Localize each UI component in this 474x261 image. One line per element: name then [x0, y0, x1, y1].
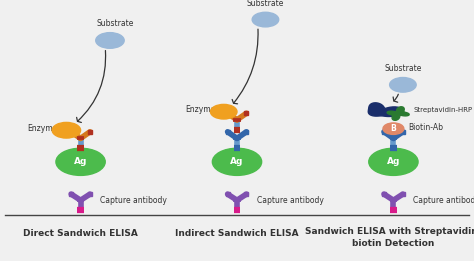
- Text: B: B: [391, 124, 396, 133]
- Polygon shape: [387, 107, 409, 120]
- Text: Streptavidin-HRP: Streptavidin-HRP: [413, 107, 473, 112]
- Circle shape: [52, 122, 81, 138]
- Text: Substrate: Substrate: [247, 0, 284, 8]
- Circle shape: [56, 148, 105, 175]
- Circle shape: [383, 123, 404, 134]
- Circle shape: [212, 148, 262, 175]
- Circle shape: [252, 12, 279, 27]
- Circle shape: [390, 78, 416, 92]
- Circle shape: [96, 33, 124, 48]
- Polygon shape: [368, 103, 403, 116]
- Text: Substrate: Substrate: [96, 19, 133, 28]
- Text: Capture antibody: Capture antibody: [257, 197, 324, 205]
- Text: Biotin-Ab: Biotin-Ab: [409, 123, 444, 132]
- Text: Capture antibody: Capture antibody: [413, 197, 474, 205]
- Text: Enzyme: Enzyme: [185, 105, 215, 114]
- Circle shape: [369, 148, 418, 175]
- Text: Enzyme: Enzyme: [27, 124, 58, 133]
- Text: Sandwich ELISA with Streptavidin-
biotin Detection: Sandwich ELISA with Streptavidin- biotin…: [305, 227, 474, 248]
- Text: Indirect Sandwich ELISA: Indirect Sandwich ELISA: [175, 229, 299, 238]
- Text: Ag: Ag: [230, 157, 244, 166]
- Text: Substrate: Substrate: [384, 64, 421, 73]
- Circle shape: [210, 104, 237, 119]
- Text: Ag: Ag: [74, 157, 87, 166]
- Text: Ag: Ag: [387, 157, 400, 166]
- Text: Capture antibody: Capture antibody: [100, 197, 167, 205]
- Text: Direct Sandwich ELISA: Direct Sandwich ELISA: [23, 229, 138, 238]
